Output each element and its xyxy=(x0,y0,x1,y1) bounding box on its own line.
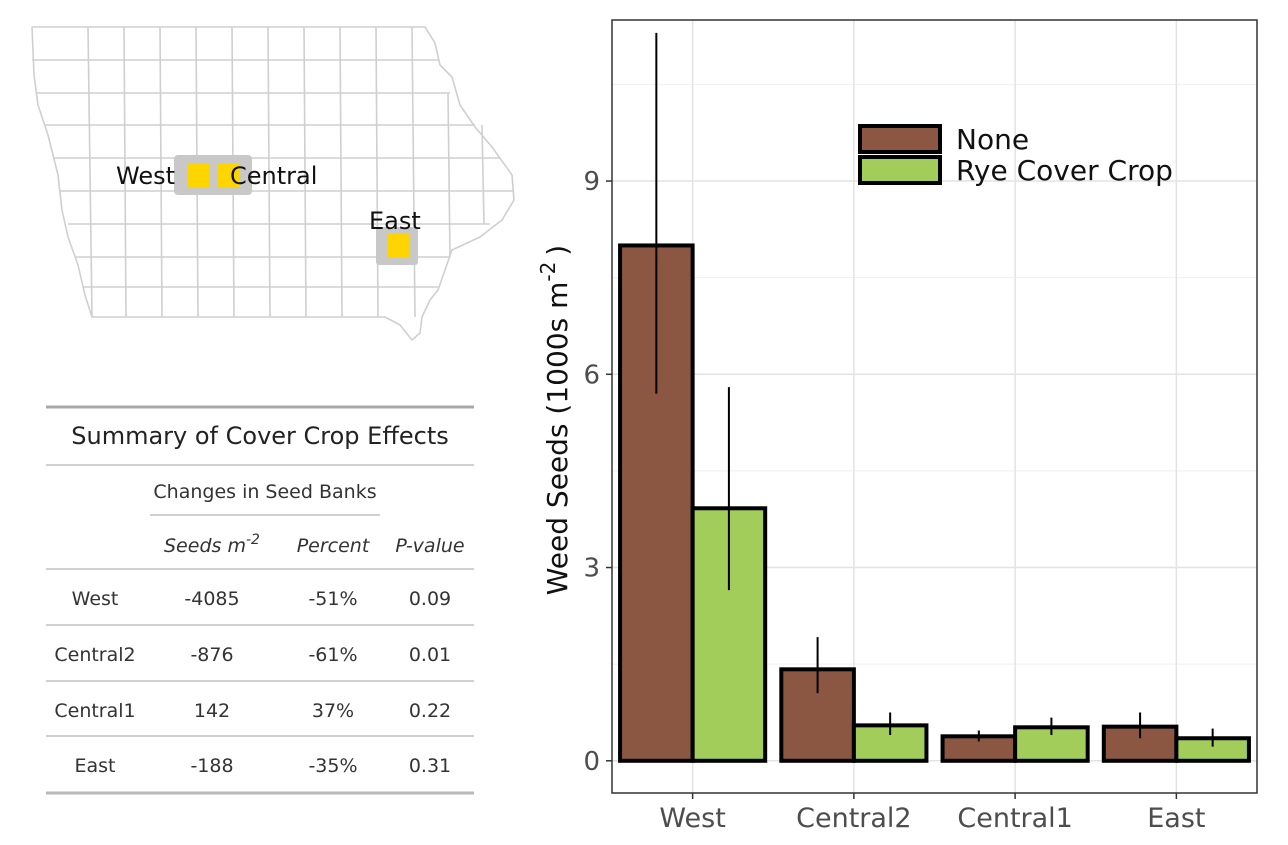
table-rules xyxy=(46,405,474,795)
legend: None Rye Cover Crop xyxy=(858,123,1173,187)
row-site: Central1 xyxy=(54,700,135,722)
row-pvalue: 0.22 xyxy=(409,700,451,722)
iowa-map-svg: West Central East xyxy=(31,26,515,341)
row-site: Central2 xyxy=(54,644,135,666)
row-pvalue: 0.09 xyxy=(409,588,451,610)
row-seeds: -4085 xyxy=(184,588,239,610)
central-label: Central xyxy=(230,162,317,190)
row-site: West xyxy=(72,588,119,610)
x-tick-label: Central2 xyxy=(796,803,912,834)
bars xyxy=(618,243,1251,763)
x-axis-ticks: West Central2 Central1 East xyxy=(659,793,1206,834)
row-percent: 37% xyxy=(312,700,354,722)
row-pvalue: 0.01 xyxy=(409,644,451,666)
column-headers: Seeds m-2 Percent P-value xyxy=(164,532,465,557)
x-tick-label: Central1 xyxy=(957,803,1073,834)
west-marker xyxy=(187,163,209,187)
table-row: West -4085 -51% 0.09 xyxy=(72,588,452,610)
x-tick-label: East xyxy=(1147,803,1205,834)
table-row: Central2 -876 -61% 0.01 xyxy=(54,644,451,666)
summary-table: Summary of Cover Crop Effects Changes in… xyxy=(46,405,474,797)
east-marker xyxy=(387,234,409,258)
bar-chart: 0 3 6 9 West Central2 Central1 East Weed Seeds… xyxy=(535,10,1280,840)
central-marker xyxy=(218,163,240,187)
row-seeds: -188 xyxy=(190,755,233,777)
summary-table-svg: Summary of Cover Crop Effects Changes in… xyxy=(46,405,474,795)
y-tick-label: 3 xyxy=(583,554,600,584)
header-seeds: Seeds m-2 xyxy=(164,532,260,557)
legend-key-none xyxy=(858,124,942,154)
row-pvalue: 0.31 xyxy=(409,755,451,777)
row-percent: -61% xyxy=(308,644,357,666)
y-axis-label: Weed Seeds (1000s m-2) xyxy=(536,245,574,596)
y-axis-ticks: 0 3 6 9 xyxy=(583,167,612,777)
east-label: East xyxy=(369,207,421,235)
error-bars xyxy=(655,32,1214,747)
row-percent: -35% xyxy=(308,755,357,777)
table-spanner: Changes in Seed Banks xyxy=(153,481,376,503)
iowa-map: West Central East xyxy=(20,15,520,350)
legend-key-rye xyxy=(858,155,942,185)
row-site: East xyxy=(75,755,116,777)
table-row: Central1 142 37% 0.22 xyxy=(54,700,451,722)
y-tick-label: 9 xyxy=(583,167,600,197)
row-seeds: 142 xyxy=(194,700,230,722)
legend-label-rye: Rye Cover Crop xyxy=(956,154,1173,187)
legend-label-none: None xyxy=(956,123,1029,156)
bar-chart-svg: 0 3 6 9 West Central2 Central1 East Weed Seeds… xyxy=(536,19,1258,834)
row-percent: -51% xyxy=(308,588,357,610)
y-tick-label: 6 xyxy=(583,360,600,390)
table-row: East -188 -35% 0.31 xyxy=(75,755,452,777)
west-label: West xyxy=(116,162,175,190)
plot-border xyxy=(611,19,1258,794)
location-markers xyxy=(187,163,409,258)
header-pvalue: P-value xyxy=(395,535,464,557)
header-percent: Percent xyxy=(297,535,371,557)
table-title: Summary of Cover Crop Effects xyxy=(71,422,449,450)
county-grid xyxy=(31,26,515,341)
table-body: West -4085 -51% 0.09 Central2 -876 -61% … xyxy=(54,588,451,777)
state-outline xyxy=(31,26,515,341)
row-seeds: -876 xyxy=(190,644,233,666)
county-lines-horizontal xyxy=(32,59,514,288)
y-tick-label: 0 xyxy=(583,747,600,777)
location-labels: West Central East xyxy=(116,162,421,235)
x-tick-label: West xyxy=(659,803,725,834)
